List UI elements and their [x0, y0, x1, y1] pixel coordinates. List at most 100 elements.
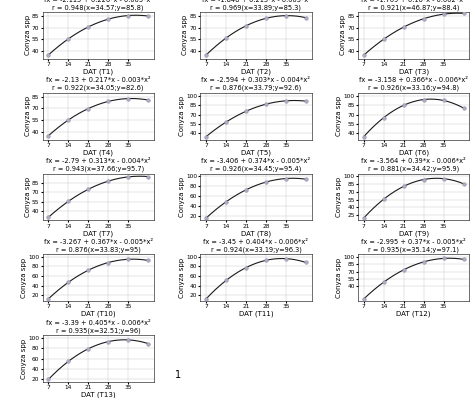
Y-axis label: Conyza spp: Conyza spp: [337, 177, 342, 217]
Title: fx = -2.995 + 0.37*x - 0.005*x²
r = 0.935(x=35.14;y=97.1): fx = -2.995 + 0.37*x - 0.005*x² r = 0.93…: [361, 239, 466, 253]
Point: [242, 108, 250, 115]
Y-axis label: Conyza spp: Conyza spp: [21, 339, 27, 378]
Point: [380, 279, 388, 285]
Title: fx = -1.848 + 0.213*x - 0.003*x²
r = 0.969(x=33.89;y=85.3): fx = -1.848 + 0.213*x - 0.003*x² r = 0.9…: [201, 0, 310, 11]
Point: [380, 196, 388, 202]
Point: [64, 358, 72, 365]
Title: fx = -3.45 + 0.404*x - 0.006*x²
r = 0.924(x=33.19;y=96.3): fx = -3.45 + 0.404*x - 0.006*x² r = 0.92…: [203, 239, 309, 253]
Title: fx = -2.115 + 0.226*x - 0.003*x²
r = 0.948(x=34.57;y=85.8): fx = -2.115 + 0.226*x - 0.003*x² r = 0.9…: [44, 0, 153, 11]
Point: [360, 133, 368, 140]
Point: [282, 176, 290, 182]
Y-axis label: Conyza spp: Conyza spp: [25, 96, 31, 136]
Y-axis label: Conyza spp: Conyza spp: [21, 258, 27, 298]
Point: [64, 117, 72, 123]
Point: [420, 176, 428, 183]
Y-axis label: Conyza spp: Conyza spp: [337, 96, 342, 136]
Point: [104, 98, 112, 105]
Point: [104, 338, 112, 345]
Point: [380, 36, 388, 42]
Title: fx = -3.158 + 0.366*x - 0.006*x²
r = 0.926(x=33.16;y=94.8): fx = -3.158 + 0.366*x - 0.006*x² r = 0.9…: [359, 78, 468, 92]
Point: [420, 96, 428, 103]
Point: [144, 13, 152, 19]
Point: [124, 256, 132, 262]
Point: [400, 102, 408, 108]
Point: [302, 176, 310, 182]
Point: [222, 119, 230, 125]
Point: [124, 174, 132, 180]
Point: [420, 259, 428, 265]
Point: [400, 24, 408, 30]
Point: [104, 178, 112, 184]
Point: [282, 256, 290, 262]
Point: [84, 186, 92, 193]
Point: [202, 52, 210, 58]
Point: [144, 174, 152, 180]
Point: [45, 376, 52, 382]
Point: [84, 105, 92, 112]
Point: [64, 198, 72, 205]
Point: [222, 35, 230, 41]
X-axis label: DAT (T4): DAT (T4): [83, 149, 113, 156]
X-axis label: DAT (T1): DAT (T1): [83, 68, 113, 75]
Title: fx = -3.267 + 0.367*x - 0.005*x²
r = 0.876(x=33.83;y=95): fx = -3.267 + 0.367*x - 0.005*x² r = 0.8…: [44, 239, 153, 253]
Point: [460, 105, 467, 111]
Point: [202, 296, 210, 302]
Y-axis label: Conyza spp: Conyza spp: [182, 16, 188, 55]
Point: [45, 52, 52, 58]
Point: [124, 12, 132, 19]
Point: [202, 133, 210, 140]
Point: [45, 133, 52, 139]
Title: fx = -2.79 + 0.313*x - 0.004*x²
r = 0.943(x=37.66;y=95.7): fx = -2.79 + 0.313*x - 0.004*x² r = 0.94…: [46, 158, 151, 172]
Point: [302, 14, 310, 21]
X-axis label: DAT (T10): DAT (T10): [81, 311, 116, 317]
Point: [124, 337, 132, 343]
Point: [84, 267, 92, 273]
Point: [440, 11, 447, 18]
Point: [282, 98, 290, 104]
X-axis label: DAT (T7): DAT (T7): [83, 230, 113, 236]
Point: [104, 16, 112, 22]
Point: [45, 296, 52, 302]
X-axis label: DAT (T12): DAT (T12): [396, 311, 431, 317]
Point: [222, 199, 230, 205]
Point: [242, 187, 250, 193]
Y-axis label: Conyza spp: Conyza spp: [25, 16, 31, 55]
Point: [242, 264, 250, 271]
Point: [262, 15, 270, 21]
Point: [262, 179, 270, 185]
X-axis label: DAT (T5): DAT (T5): [241, 149, 271, 156]
X-axis label: DAT (T11): DAT (T11): [238, 311, 273, 317]
Text: 1: 1: [175, 370, 182, 380]
Title: fx = -1.709 + 0.16*x - 0.002*x²
r = 0.921(x=46.87;y=88.4): fx = -1.709 + 0.16*x - 0.002*x² r = 0.92…: [361, 0, 466, 11]
Y-axis label: Conyza spp: Conyza spp: [340, 16, 346, 55]
Title: fx = -2.594 + 0.303*x - 0.004*x²
r = 0.876(x=33.79;y=92.6): fx = -2.594 + 0.303*x - 0.004*x² r = 0.8…: [201, 78, 310, 92]
Point: [262, 257, 270, 263]
Point: [144, 257, 152, 263]
Point: [84, 24, 92, 30]
Point: [360, 296, 368, 302]
Point: [460, 181, 467, 187]
Point: [84, 345, 92, 352]
X-axis label: DAT (T9): DAT (T9): [399, 230, 429, 236]
X-axis label: DAT (T13): DAT (T13): [81, 392, 116, 398]
Point: [360, 52, 368, 58]
Y-axis label: Conyza spp: Conyza spp: [179, 96, 185, 136]
Point: [202, 215, 210, 221]
Title: fx = -2.13 + 0.217*x - 0.003*x²
r = 0.922(x=34.05;y=82.6): fx = -2.13 + 0.217*x - 0.003*x² r = 0.92…: [46, 78, 151, 92]
Point: [460, 10, 467, 17]
Point: [400, 267, 408, 273]
Point: [45, 214, 52, 220]
X-axis label: DAT (T3): DAT (T3): [399, 68, 429, 75]
Point: [440, 255, 447, 261]
Point: [64, 279, 72, 285]
Point: [420, 16, 428, 22]
X-axis label: DAT (T2): DAT (T2): [241, 68, 271, 75]
Point: [360, 215, 368, 221]
Y-axis label: Conyza spp: Conyza spp: [179, 177, 185, 217]
Title: fx = -3.39 + 0.405*x - 0.006*x²
r = 0.935(x=32.51;y=96): fx = -3.39 + 0.405*x - 0.006*x² r = 0.93…: [46, 320, 151, 334]
Point: [460, 256, 467, 263]
Y-axis label: Conyza spp: Conyza spp: [25, 177, 31, 217]
Point: [222, 277, 230, 284]
Point: [144, 340, 152, 347]
Point: [262, 101, 270, 107]
